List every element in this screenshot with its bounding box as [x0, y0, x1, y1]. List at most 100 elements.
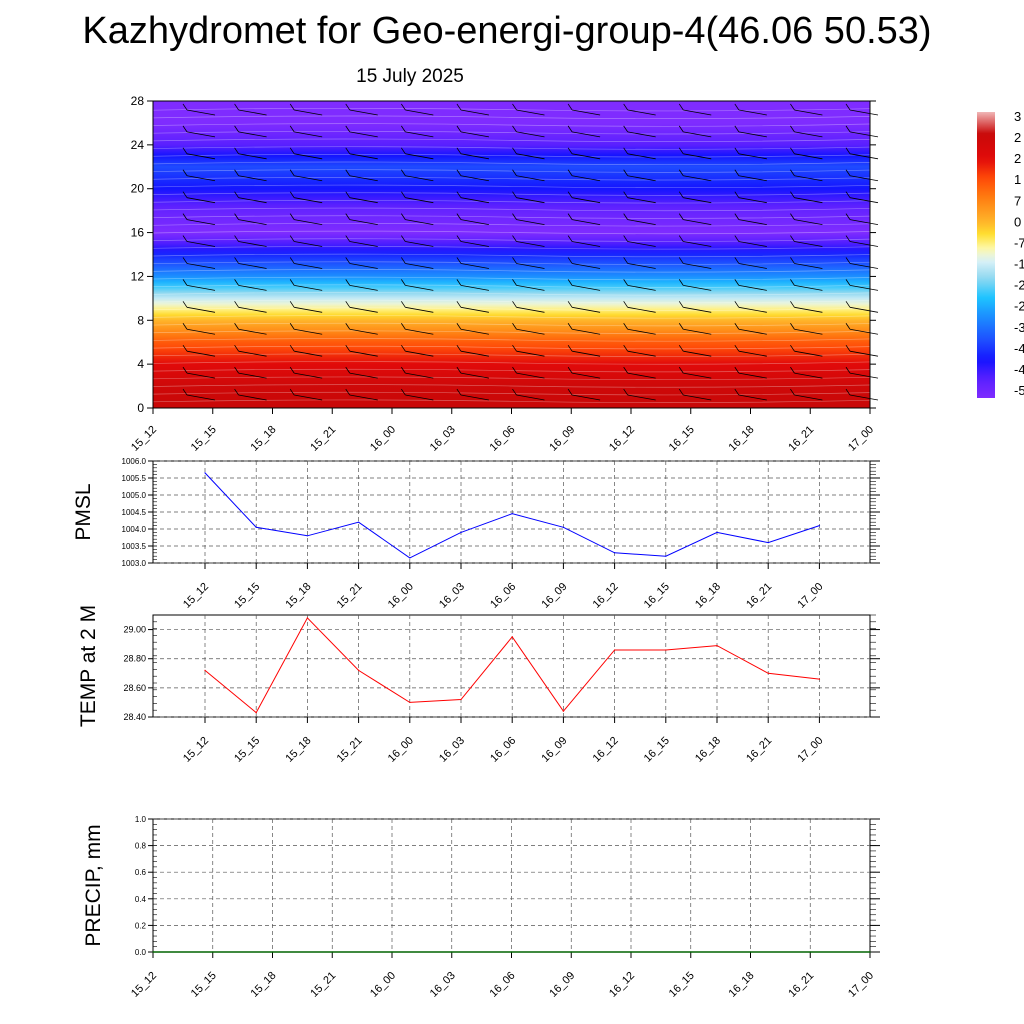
wind-barb	[790, 103, 823, 116]
wind-barb	[182, 323, 216, 335]
isotherm-line	[152, 215, 871, 219]
wind-barb	[623, 235, 656, 247]
wind-barb	[623, 344, 656, 357]
wind-barb	[456, 125, 489, 138]
plot-frame	[152, 614, 871, 718]
wind-barb	[234, 257, 267, 269]
colorbar-label: -3	[1014, 320, 1024, 335]
y-tick-label: 28.60	[123, 683, 146, 693]
wind-barb	[512, 257, 545, 269]
wind-barb	[401, 125, 434, 138]
wind-barb	[289, 366, 323, 379]
x-tick-label: 16_15	[642, 581, 672, 611]
x-tick-label: 15_15	[232, 735, 262, 765]
x-tick-label: 16_03	[428, 970, 458, 1000]
wind-barb	[678, 235, 712, 247]
wind-barb	[182, 366, 216, 379]
wind-barb	[456, 323, 489, 335]
x-tick-label: 16_21	[744, 581, 774, 611]
data-point	[271, 951, 274, 953]
colorbar-label: 7	[1014, 193, 1021, 208]
wind-barb	[845, 344, 879, 357]
wind-barb	[345, 344, 378, 357]
wind-barb	[623, 301, 656, 313]
page-title: Kazhydromet for Geo-energi-group-4(46.06…	[82, 10, 932, 52]
isotherm-line	[152, 276, 871, 281]
wind-barb	[623, 388, 656, 401]
isotherm-line	[152, 376, 871, 380]
x-tick-label: 16_12	[591, 581, 621, 611]
wind-barb	[401, 191, 434, 204]
wind-barb	[456, 103, 489, 116]
x-tick-label: 16_00	[368, 424, 398, 454]
wind-barb	[401, 388, 434, 401]
wind-barb	[512, 388, 545, 401]
x-tick-label: 16_15	[642, 735, 672, 765]
wind-barb	[512, 125, 545, 138]
y-tick-label: 29.00	[123, 625, 146, 635]
wind-barb	[234, 169, 267, 182]
isotherm-line	[152, 315, 871, 319]
wind-barb	[456, 344, 489, 357]
isotherm-line	[152, 238, 871, 242]
wind-barb	[790, 279, 823, 291]
wind-barb	[512, 301, 545, 313]
isotherm-line	[152, 384, 871, 388]
wind-barb	[734, 366, 767, 379]
wind-barb	[456, 235, 489, 247]
wind-barb	[512, 323, 545, 335]
isotherm-line	[152, 253, 871, 258]
data-point	[306, 535, 308, 537]
x-tick-label: 16_09	[539, 735, 569, 765]
wind-barb	[678, 366, 712, 379]
isotherm-line	[152, 261, 871, 265]
x-tick-label: 15_12	[129, 424, 159, 454]
wind-barb	[790, 169, 823, 182]
data-point	[665, 555, 667, 557]
colorbar-label: -2	[1014, 278, 1024, 293]
data-point	[306, 617, 308, 619]
isotherm-line	[152, 192, 871, 196]
data-point	[331, 951, 333, 953]
data-point	[614, 552, 616, 554]
colorbar: 3 2 2 1 7 0 -7 -1 -2 -2 -3 -4 -4 -5	[977, 109, 1024, 398]
x-tick-label: 15_18	[283, 581, 313, 611]
data-point	[255, 712, 257, 714]
wind-barb	[289, 235, 323, 247]
isotherm-line	[152, 184, 871, 189]
wind-barb	[234, 323, 267, 335]
wind-barb	[567, 279, 601, 291]
wind-barb	[734, 388, 767, 401]
isotherm-line	[152, 391, 871, 396]
data-point	[391, 951, 393, 953]
y-tick-label: 1005.5	[122, 474, 147, 483]
y-tick-label: 4	[137, 357, 144, 371]
x-tick-label: 16_15	[667, 970, 697, 1000]
wind-barb	[512, 147, 545, 160]
wind-barb	[845, 191, 879, 204]
wind-barb	[623, 103, 656, 116]
wind-barb	[790, 301, 823, 313]
isotherm-line	[152, 299, 871, 304]
wind-barb	[234, 147, 267, 160]
wind-barb	[845, 301, 879, 313]
x-tick-label: 15_15	[189, 424, 219, 454]
wind-barb	[345, 301, 378, 313]
data-point	[665, 649, 667, 651]
wind-barb	[734, 301, 767, 313]
x-tick-label: 16_21	[786, 424, 816, 454]
data-point	[460, 698, 462, 701]
wind-barb	[678, 388, 712, 401]
wind-barb	[401, 301, 434, 313]
data-point	[358, 669, 360, 671]
x-tick-label: 15_18	[249, 424, 279, 454]
wind-barb	[182, 169, 216, 182]
wind-barb	[182, 191, 216, 204]
isotherm-line	[152, 207, 871, 212]
y-tick-label: 20	[131, 182, 145, 196]
wind-barb	[401, 344, 434, 357]
y-tick-label: 0.6	[135, 868, 147, 877]
wind-barb	[345, 366, 378, 379]
x-tick-label: 15_12	[181, 735, 211, 765]
wind-barb	[623, 279, 656, 291]
